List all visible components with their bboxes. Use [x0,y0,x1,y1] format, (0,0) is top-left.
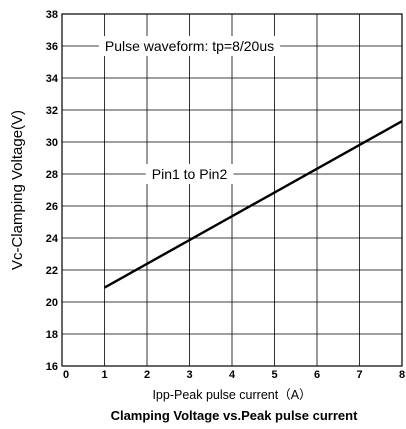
x-tick-label: 2 [144,369,150,381]
x-tick-label: 3 [186,369,192,381]
x-tick-labels: 0 1 2 3 4 5 6 7 8 [63,369,405,381]
grid [62,14,402,366]
x-tick-label: 1 [101,369,107,381]
series [103,120,403,289]
x-tick-label: 6 [314,369,320,381]
y-tick-label: 30 [46,137,58,149]
chart-title: Clamping Voltage vs.Peak pulse current [111,408,359,423]
y-tick-label: 34 [46,73,59,85]
annotation-text: Pulse waveform: tp=8/20us [105,38,274,54]
annotation-text: Pin1 to Pin2 [152,166,228,182]
y-axis-label: Vc-Clamping Voltage(V) [9,110,26,270]
y-tick-label: 26 [46,201,58,213]
y-tick-label: 32 [46,105,58,117]
y-tick-labels: 16 18 20 22 24 26 28 30 32 34 36 38 [46,9,59,373]
annotations: Pulse waveform: tp=8/20us Pin1 to Pin2 [98,36,281,184]
annotation-background [98,36,281,56]
x-tick-label: 5 [271,369,277,381]
x-tick-label: 4 [229,369,236,381]
y-tick-label: 20 [46,297,58,309]
y-tick-label: 16 [46,361,58,373]
x-axis-label: Ipp-Peak pulse current（A） [152,388,311,402]
x-tick-label: 8 [399,369,405,381]
annotation-background [145,164,234,184]
plot-frame [61,13,403,367]
y-tick-label: 24 [46,233,59,245]
y-tick-label: 18 [46,329,58,341]
y-tick-label: 22 [46,265,58,277]
x-tick-label: 0 [63,369,69,381]
y-tick-label: 28 [46,169,58,181]
x-tick-label: 7 [356,369,362,381]
y-tick-label: 38 [46,9,58,21]
y-tick-label: 36 [46,41,58,53]
annotation: Pulse waveform: tp=8/20us [98,36,281,56]
annotation: Pin1 to Pin2 [145,164,234,184]
series-line [103,120,403,289]
